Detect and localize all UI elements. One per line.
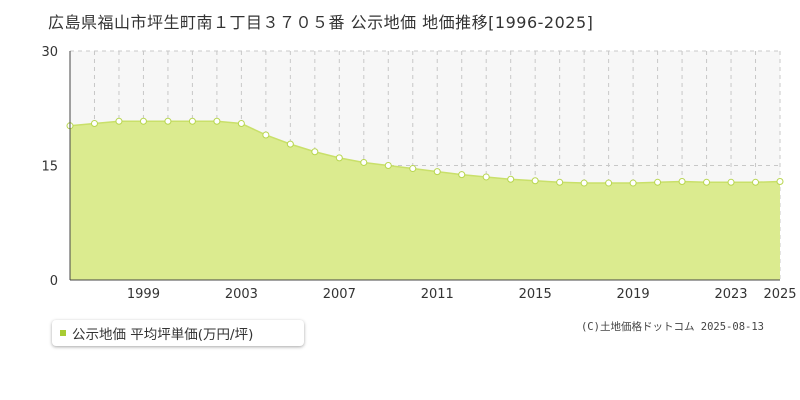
chart-title: 広島県福山市坪生町南１丁目３７０５番 公示地価 地価推移[1996-2025] xyxy=(48,13,594,32)
data-point xyxy=(139,117,147,125)
data-point xyxy=(188,117,196,125)
x-tick-label: 2011 xyxy=(421,287,454,302)
data-point xyxy=(262,131,270,139)
x-tick-label: 2025 xyxy=(763,287,796,302)
series-line xyxy=(69,120,781,184)
x-tick-label: 2015 xyxy=(519,287,552,302)
y-tick-label: 0 xyxy=(50,274,58,289)
data-point xyxy=(629,179,637,187)
y-tick-label: 30 xyxy=(41,45,58,60)
data-point xyxy=(90,120,98,128)
data-point xyxy=(237,120,245,128)
data-point xyxy=(776,178,784,186)
data-point xyxy=(678,178,686,186)
y-tick-label: 15 xyxy=(41,160,58,175)
data-point xyxy=(654,178,662,186)
data-point xyxy=(213,117,221,125)
data-point xyxy=(752,178,760,186)
data-point xyxy=(311,148,319,156)
x-tick-label: 2007 xyxy=(323,287,356,302)
data-point xyxy=(164,117,172,125)
data-point xyxy=(556,178,564,186)
x-tick-label: 1999 xyxy=(127,287,160,302)
data-point xyxy=(458,171,466,179)
legend: 公示地価 平均坪単価(万円/坪) xyxy=(52,320,304,346)
data-point xyxy=(409,165,417,173)
data-point xyxy=(433,168,441,176)
data-point xyxy=(286,140,294,148)
chart-area: 0 15 30 1999 2003 2007 2011 2015 2019 2023 2025 xyxy=(41,45,796,302)
x-tick-label: 2019 xyxy=(617,287,650,302)
series-area xyxy=(70,121,780,280)
data-point xyxy=(507,175,515,183)
data-point xyxy=(605,179,613,187)
x-tick-label: 2003 xyxy=(225,287,258,302)
credit-text: (C)土地価格ドットコム 2025-08-13 xyxy=(580,321,764,333)
x-tick-label: 2023 xyxy=(714,287,747,302)
data-point xyxy=(360,158,368,166)
data-point xyxy=(727,178,735,186)
legend-marker xyxy=(60,330,66,336)
data-point xyxy=(703,178,711,186)
data-point xyxy=(335,154,343,162)
data-point xyxy=(531,177,539,185)
legend-label: 公示地価 平均坪単価(万円/坪) xyxy=(72,327,254,343)
data-point xyxy=(384,162,392,169)
data-point xyxy=(482,173,490,181)
data-point xyxy=(115,117,123,125)
data-point xyxy=(580,179,588,187)
